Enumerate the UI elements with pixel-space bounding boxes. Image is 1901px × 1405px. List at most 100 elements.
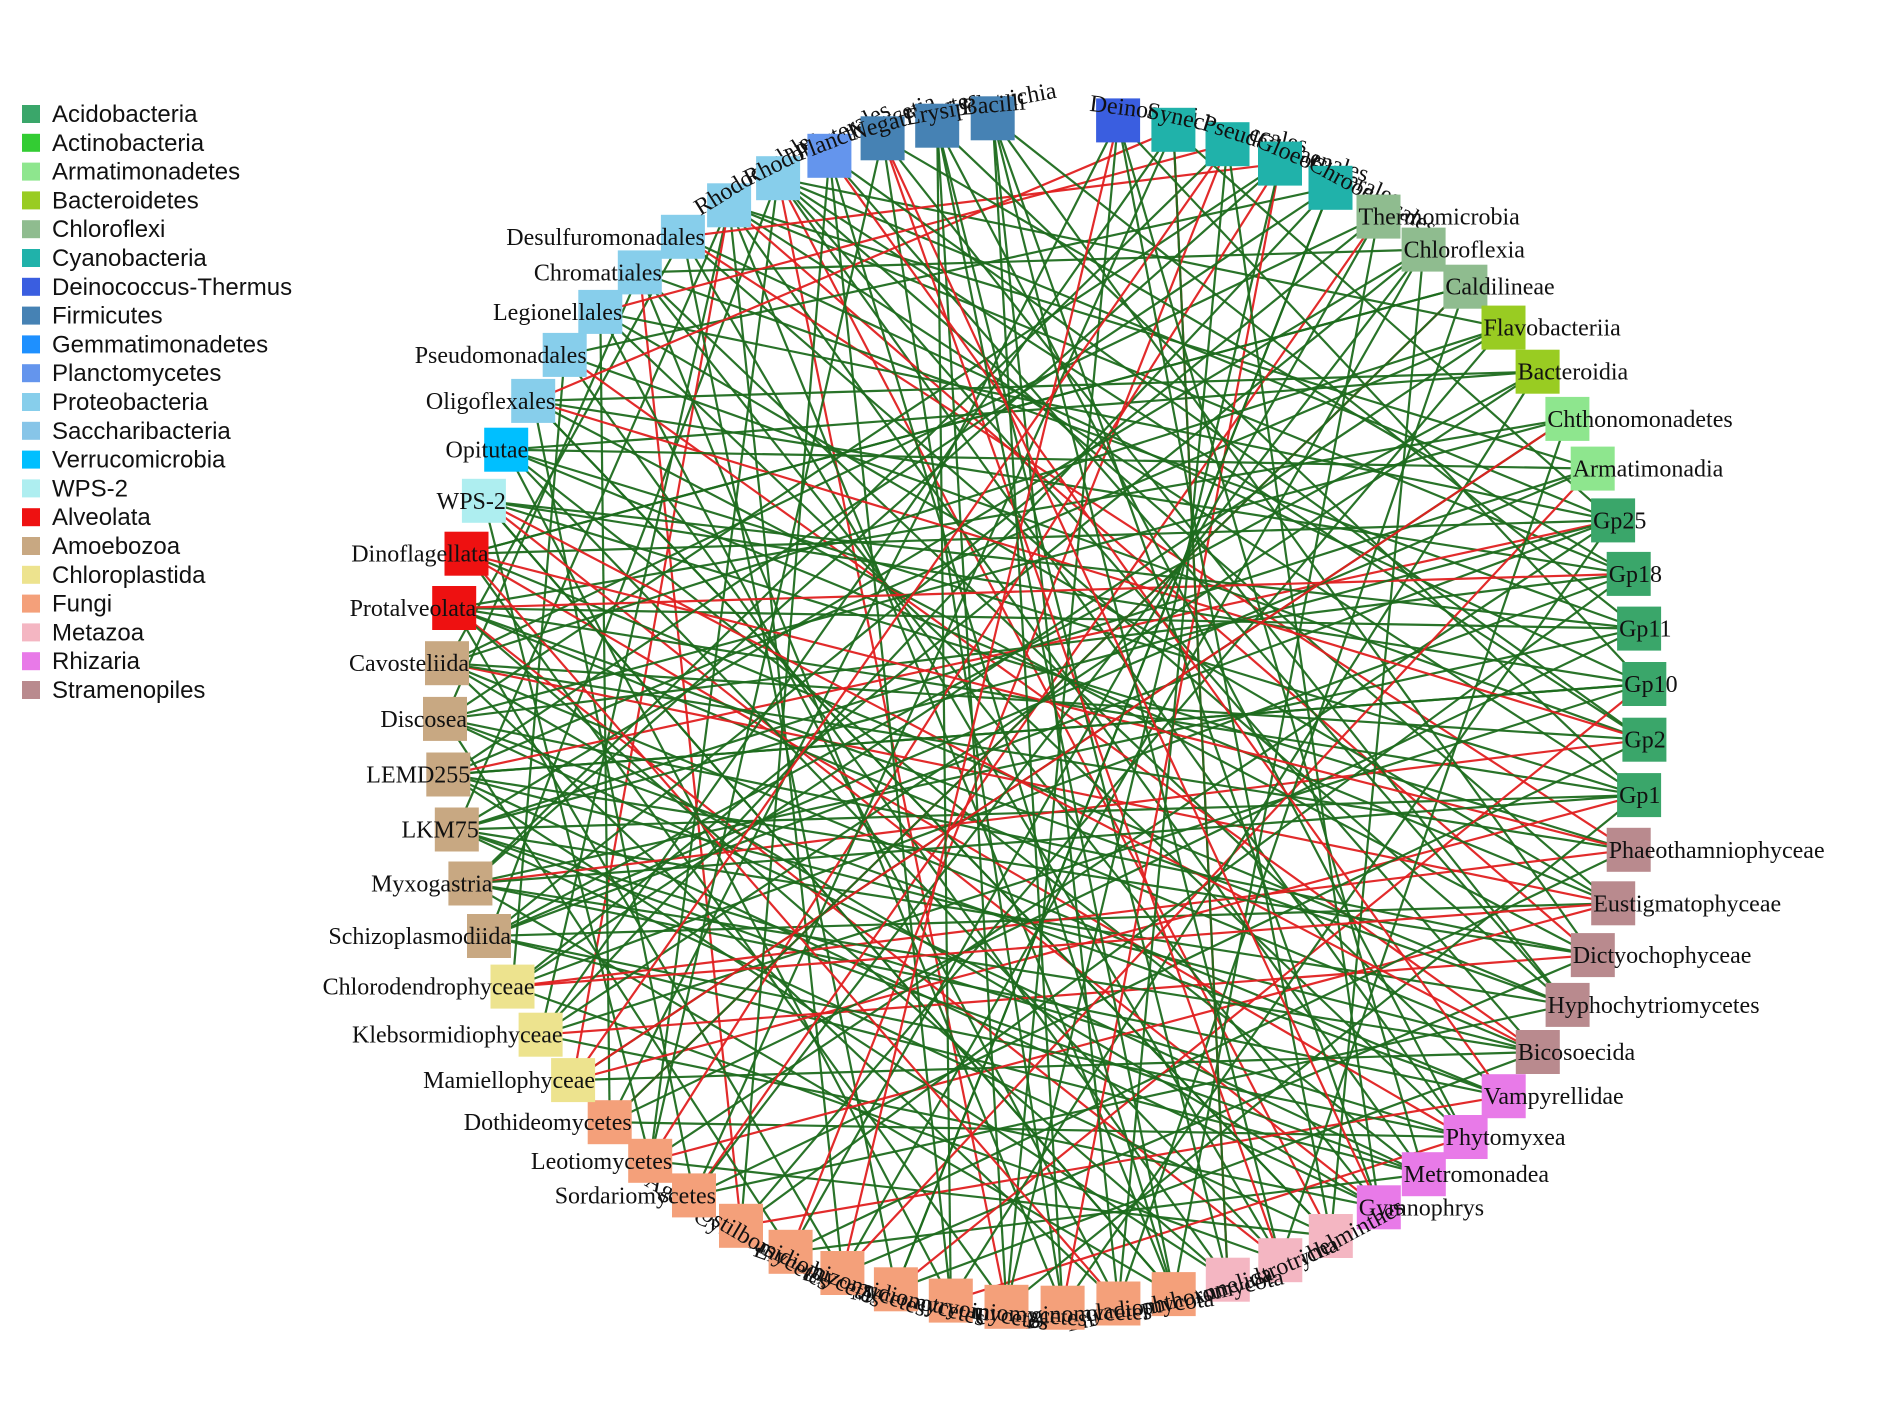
positive-edge xyxy=(469,882,1175,1296)
positive-edge xyxy=(446,662,1629,851)
node-square xyxy=(1308,165,1353,210)
node: Gp11 xyxy=(1617,606,1672,651)
positive-edge xyxy=(539,129,1175,1036)
legend-item: Stramenopiles xyxy=(22,677,205,704)
legend-item: Firmicutes xyxy=(22,303,163,330)
positive-edge xyxy=(740,326,1505,1227)
positive-edge xyxy=(599,311,611,1123)
legend-label: Verrucomicrobia xyxy=(52,447,226,474)
legend-swatch xyxy=(22,335,40,354)
positive-edge xyxy=(1117,120,1332,1237)
positive-edge xyxy=(443,271,641,720)
positive-edge xyxy=(456,519,1614,831)
node: Gymnophrys xyxy=(1356,1185,1484,1230)
positive-edge xyxy=(456,828,1466,1139)
node-square xyxy=(1401,1152,1446,1197)
positive-edge xyxy=(650,1159,1331,1238)
node: Phaeothamniophyceae xyxy=(1606,827,1825,872)
node-label: Gp10 xyxy=(1624,672,1677,698)
legend-item: Verrucomicrobia xyxy=(22,447,226,474)
node-square xyxy=(542,332,587,377)
positive-edge xyxy=(639,248,1424,274)
node-label: Gymnophrys xyxy=(1359,1195,1484,1221)
positive-edge xyxy=(1226,144,1380,1208)
node-square xyxy=(1570,933,1615,978)
positive-edge xyxy=(881,138,1064,1308)
edges xyxy=(443,117,1646,1309)
legend-label: Fungi xyxy=(52,591,112,618)
positive-edge xyxy=(728,204,1630,575)
node: Bicosoecida xyxy=(1515,1030,1635,1074)
node-square xyxy=(1591,498,1636,543)
node-square xyxy=(1481,305,1526,350)
legend-swatch xyxy=(22,508,40,527)
positive-edge xyxy=(728,204,1594,470)
node: WPS-2 xyxy=(437,478,506,523)
node-label: Chthonomonadetes xyxy=(1547,407,1732,433)
node-label: Phaeothamniophyceae xyxy=(1609,838,1825,864)
node-square xyxy=(1096,98,1141,143)
negative-edge xyxy=(532,399,1645,741)
node: Discosea xyxy=(380,696,467,741)
node-square xyxy=(1205,122,1250,167)
positive-edge xyxy=(881,137,1569,1006)
positive-edge xyxy=(828,154,1646,741)
node: Chloroflexia xyxy=(1401,227,1525,272)
node: Armatimonadia xyxy=(1570,446,1724,491)
node: Protalveolata xyxy=(350,586,477,630)
legend-item: Fungi xyxy=(22,591,112,618)
positive-edge xyxy=(447,186,1332,776)
node-label: Oligoflexales xyxy=(426,389,555,415)
node: Caldilineae xyxy=(1443,264,1555,309)
legend-swatch xyxy=(22,220,40,239)
positive-edge xyxy=(444,718,792,1253)
node-square xyxy=(1308,1214,1353,1258)
node: Metromonadea xyxy=(1401,1152,1549,1197)
legend-swatch xyxy=(22,393,40,411)
node-square xyxy=(1545,396,1590,441)
legend-label: Deinococcus-Thermus xyxy=(52,274,292,301)
node-label: Gp18 xyxy=(1609,562,1662,588)
negative-edge xyxy=(454,572,1629,610)
negative-edge xyxy=(512,902,1614,988)
legend-label: Proteobacteria xyxy=(52,389,209,416)
node: Gp1 xyxy=(1617,773,1662,818)
node-square xyxy=(1258,1238,1303,1283)
node-square xyxy=(984,1284,1029,1329)
positive-edge xyxy=(573,1050,1538,1082)
node: Gp25 xyxy=(1591,498,1646,543)
positive-edge xyxy=(790,1173,1424,1253)
positive-edge xyxy=(453,606,1568,1006)
negative-edge xyxy=(881,137,1380,1208)
legend-item: Deinococcus-Thermus xyxy=(22,274,292,301)
legend-label: Stramenopiles xyxy=(52,677,205,704)
node-square xyxy=(873,1267,918,1312)
node-square xyxy=(617,250,662,295)
node-square xyxy=(1606,827,1651,872)
positive-edge xyxy=(739,155,831,1226)
node-square xyxy=(425,641,469,686)
positive-edge xyxy=(448,682,1645,776)
legend-label: WPS-2 xyxy=(52,475,128,502)
legend-swatch xyxy=(22,105,40,123)
node-square xyxy=(1205,1257,1250,1302)
node: Chlorodendrophyceae xyxy=(323,964,535,1009)
node-label: Leotiomycetes xyxy=(531,1149,672,1175)
legend-label: Metazoa xyxy=(52,619,145,646)
positive-edge xyxy=(453,607,1229,1281)
node-square xyxy=(807,133,852,178)
legend-swatch xyxy=(22,537,40,555)
legend-swatch xyxy=(22,623,40,642)
node-square xyxy=(1617,773,1662,818)
legend-item: Actinobacteria xyxy=(22,130,205,157)
positive-edge xyxy=(1117,286,1467,1304)
node-square xyxy=(1356,1185,1401,1230)
node-square xyxy=(672,1173,716,1218)
node-square xyxy=(1040,1285,1085,1330)
legend-label: Planctomycetes xyxy=(52,360,221,387)
node-label: Cavosteliida xyxy=(349,651,469,677)
node: Dinoflagellata xyxy=(351,531,489,576)
node-square xyxy=(1258,141,1302,186)
positive-edge xyxy=(540,682,1645,1036)
